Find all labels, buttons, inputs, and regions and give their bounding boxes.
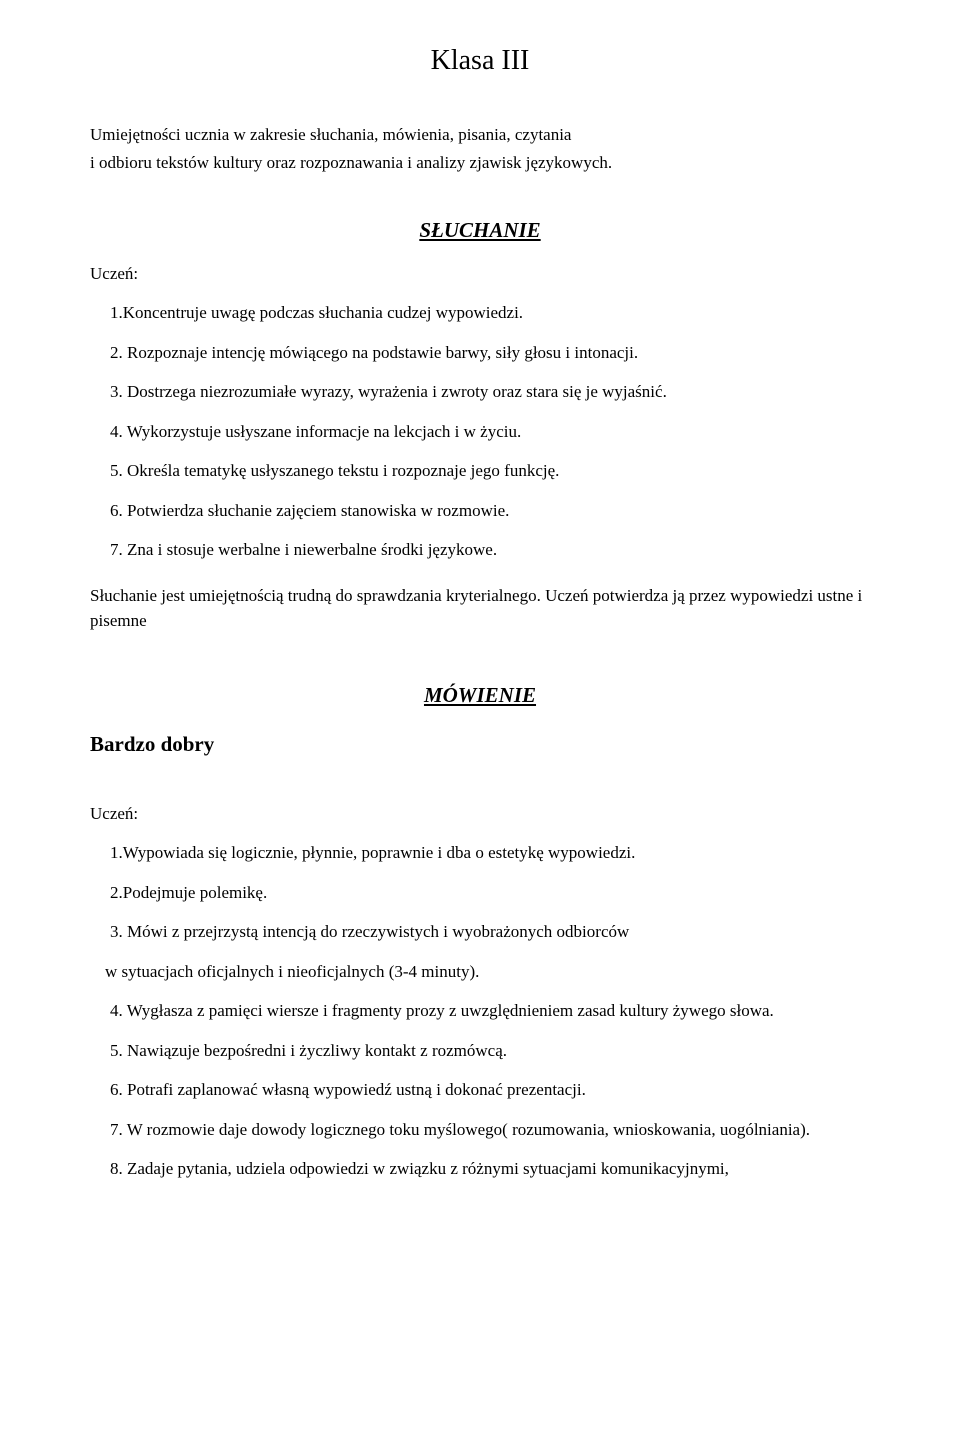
list-item: 4. Wygłasza z pamięci wiersze i fragment… bbox=[90, 998, 870, 1024]
list-item: 5. Określa tematykę usłyszanego tekstu i… bbox=[90, 458, 870, 484]
student-label: Uczeń: bbox=[90, 801, 870, 827]
list-item: 1.Wypowiada się logicznie, płynnie, popr… bbox=[90, 840, 870, 866]
list-item: 6. Potrafi zaplanować własną wypowiedź u… bbox=[90, 1077, 870, 1103]
list-item: 1.Koncentruje uwagę podczas słuchania cu… bbox=[90, 300, 870, 326]
grade-header: Bardzo dobry bbox=[90, 729, 870, 761]
list-item: 4. Wykorzystuje usłyszane informacje na … bbox=[90, 419, 870, 445]
sluchanie-after-text: Słuchanie jest umiejętnością trudną do s… bbox=[90, 583, 870, 634]
list-item: 6. Potwierdza słuchanie zajęciem stanowi… bbox=[90, 498, 870, 524]
section-header-mowienie: MÓWIENIE bbox=[90, 680, 870, 712]
intro-line-1: Umiejętności ucznia w zakresie słuchania… bbox=[90, 122, 870, 148]
list-item: 2. Rozpoznaje intencję mówiącego na pods… bbox=[90, 340, 870, 366]
intro-line-2: i odbioru tekstów kultury oraz rozpoznaw… bbox=[90, 150, 870, 176]
list-item: 2.Podejmuje polemikę. bbox=[90, 880, 870, 906]
list-item: 5. Nawiązuje bezpośredni i życzliwy kont… bbox=[90, 1038, 870, 1064]
list-item: 7. Zna i stosuje werbalne i niewerbalne … bbox=[90, 537, 870, 563]
list-item: 3. Mówi z przejrzystą intencją do rzeczy… bbox=[90, 919, 870, 945]
list-item: 8. Zadaje pytania, udziela odpowiedzi w … bbox=[90, 1156, 870, 1182]
list-item: 3. Dostrzega niezrozumiałe wyrazy, wyraż… bbox=[90, 379, 870, 405]
page-title: Klasa III bbox=[90, 40, 870, 82]
list-item-continuation: w sytuacjach oficjalnych i nieoficjalnyc… bbox=[90, 959, 870, 985]
list-item: 7. W rozmowie daje dowody logicznego tok… bbox=[90, 1117, 870, 1143]
section-header-sluchanie: SŁUCHANIE bbox=[90, 215, 870, 247]
student-label: Uczeń: bbox=[90, 261, 870, 287]
